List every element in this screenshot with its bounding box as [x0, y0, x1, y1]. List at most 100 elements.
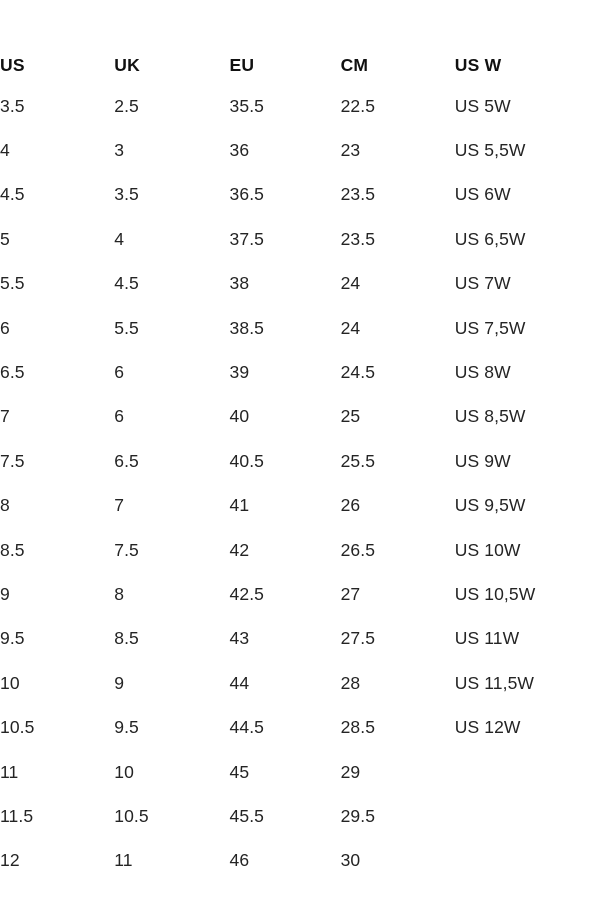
cell-uk: 10	[114, 761, 134, 782]
cell-us: 9	[0, 583, 10, 604]
cell-usw: US 9W	[454, 450, 511, 471]
cell-uk: 4.5	[114, 273, 139, 294]
cell-us: 12	[0, 850, 20, 871]
table-row: 5 4 37.5 23.5 US 6,5W	[0, 217, 600, 261]
column-header-uk: UK	[114, 55, 140, 75]
cell-us: 3.5	[0, 95, 25, 116]
cell-us: 8.5	[0, 539, 25, 560]
cell-usw: US 5,5W	[454, 140, 526, 161]
table-row: 6.5 6 39 24.5 US 8W	[0, 350, 600, 394]
cell-cm: 30	[340, 850, 361, 871]
cell-cm: 23.5	[340, 228, 376, 249]
cell-eu: 40.5	[229, 450, 264, 471]
table-row: 9 8 42.5 27 US 10,5W	[0, 572, 600, 616]
cell-cm: 28	[340, 672, 361, 693]
cell-cm: 25	[340, 406, 361, 427]
cell-us: 9.5	[0, 628, 25, 649]
cell-eu: 36	[229, 140, 250, 161]
cell-eu: 37.5	[229, 228, 264, 249]
cell-cm: 29	[340, 761, 361, 782]
cell-cm: 22.5	[340, 95, 376, 116]
cell-uk: 6	[114, 362, 125, 383]
cell-eu: 42	[229, 539, 250, 560]
cell-usw: US 11,5W	[454, 672, 535, 693]
cell-eu: 40	[229, 406, 250, 427]
cell-uk: 3.5	[114, 184, 139, 205]
cell-eu: 43	[229, 628, 250, 649]
table-row: 8 7 41 26 US 9,5W	[0, 484, 600, 528]
cell-usw: US 9,5W	[454, 495, 526, 516]
table-header-row: US UK EU CM US W	[0, 0, 600, 84]
cell-usw: US 5W	[454, 95, 511, 116]
cell-cm: 26	[340, 495, 361, 516]
cell-usw: US 6,5W	[454, 228, 526, 249]
cell-us: 7.5	[0, 450, 25, 471]
cell-usw: US 12W	[454, 717, 521, 738]
table-row: 10.5 9.5 44.5 28.5 US 12W	[0, 705, 600, 749]
table-row: 4 3 36 23 US 5,5W	[0, 128, 600, 172]
cell-eu: 38	[229, 273, 250, 294]
cell-us: 4	[0, 140, 10, 161]
table-row: 3.5 2.5 35.5 22.5 US 5W	[0, 84, 600, 128]
cell-eu: 46	[229, 850, 250, 871]
cell-uk: 6.5	[114, 450, 139, 471]
cell-eu: 45.5	[229, 805, 264, 826]
cell-cm: 27.5	[340, 628, 376, 649]
cell-uk: 6	[114, 406, 125, 427]
cell-us: 6.5	[0, 362, 25, 383]
column-header-eu: EU	[229, 55, 255, 75]
cell-us: 4.5	[0, 184, 25, 205]
cell-us: 10.5	[0, 717, 35, 738]
cell-uk: 11	[114, 850, 133, 871]
cell-usw: US 7,5W	[454, 317, 526, 338]
cell-uk: 2.5	[114, 95, 139, 116]
cell-us: 10	[0, 672, 20, 693]
cell-us: 8	[0, 495, 10, 516]
cell-eu: 36.5	[229, 184, 264, 205]
table-row: 7 6 40 25 US 8,5W	[0, 395, 600, 439]
cell-cm: 24	[340, 317, 361, 338]
cell-uk: 7.5	[114, 539, 139, 560]
cell-cm: 29.5	[340, 805, 376, 826]
cell-usw: US 10,5W	[454, 583, 536, 604]
cell-us: 5	[0, 228, 10, 249]
column-header-usw: US W	[454, 55, 502, 75]
cell-cm: 25.5	[340, 450, 376, 471]
table-row: 6 5.5 38.5 24 US 7,5W	[0, 306, 600, 350]
table-row: 10 9 44 28 US 11,5W	[0, 661, 600, 705]
cell-uk: 7	[114, 495, 125, 516]
cell-cm: 23	[340, 140, 361, 161]
cell-uk: 8	[114, 583, 125, 604]
cell-usw	[455, 750, 600, 794]
cell-cm: 24.5	[340, 362, 376, 383]
cell-usw	[455, 794, 600, 838]
cell-uk: 9	[114, 672, 125, 693]
table-row: 7.5 6.5 40.5 25.5 US 9W	[0, 439, 600, 483]
column-header-cm: CM	[340, 55, 369, 75]
cell-eu: 42.5	[229, 583, 264, 604]
cell-cm: 24	[340, 273, 361, 294]
table-row: 4.5 3.5 36.5 23.5 US 6W	[0, 173, 600, 217]
table-header: US UK EU CM US W	[0, 0, 600, 84]
table-row: 11.5 10.5 45.5 29.5	[0, 794, 600, 838]
shoe-size-conversion-table: US UK EU CM US W 3.5 2.5 35.5 22.5 US 5W 4 3 36…	[0, 0, 600, 883]
cell-cm: 27	[340, 583, 361, 604]
cell-uk: 9.5	[114, 717, 139, 738]
table-row: 8.5 7.5 42 26.5 US 10W	[0, 528, 600, 572]
cell-cm: 26.5	[340, 539, 376, 560]
cell-eu: 35.5	[229, 95, 264, 116]
cell-eu: 39	[229, 362, 250, 383]
table-row: 12 11 46 30	[0, 839, 600, 883]
table-body: 3.5 2.5 35.5 22.5 US 5W 4 3 36 23 US 5,5W 4.5 3.5 36…	[0, 84, 600, 883]
cell-usw: US 6W	[454, 184, 511, 205]
cell-eu: 38.5	[229, 317, 264, 338]
cell-usw: US 8W	[454, 362, 511, 383]
column-header-us: US	[0, 55, 25, 75]
cell-uk: 10.5	[114, 805, 149, 826]
cell-usw	[455, 839, 600, 883]
table-row: 5.5 4.5 38 24 US 7W	[0, 262, 600, 306]
table-row: 11 10 45 29	[0, 750, 600, 794]
cell-us: 11	[0, 761, 19, 782]
cell-uk: 4	[114, 228, 125, 249]
cell-usw: US 10W	[454, 539, 521, 560]
